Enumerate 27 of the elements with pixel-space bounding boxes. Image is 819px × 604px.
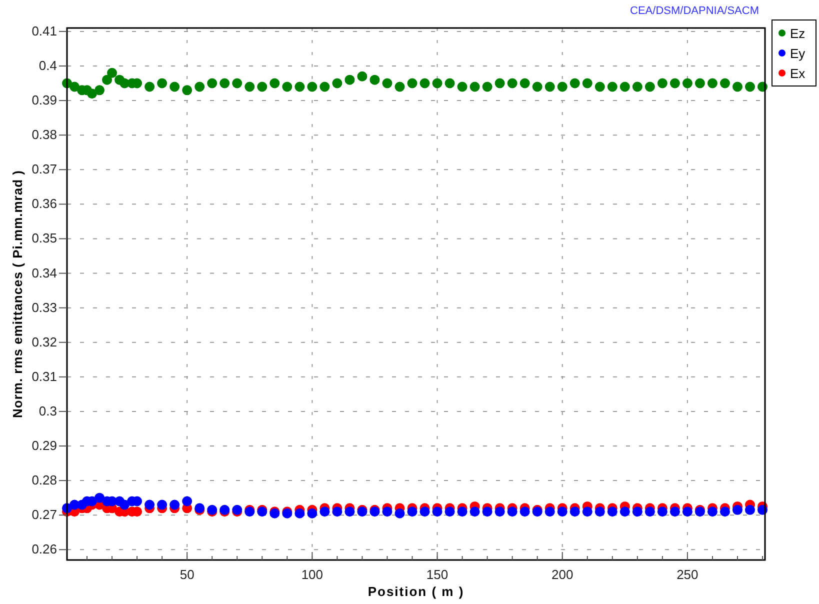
chart-title: CEA/DSM/DAPNIA/SACM [630,5,759,17]
x-tick-label: 100 [301,567,324,582]
y-tick-label: 0.4 [38,58,57,73]
y-tick-label: 0.39 [32,92,57,108]
y-tick-label: 0.26 [32,542,57,557]
y-tick-label: 0.33 [32,300,57,315]
x-tick-label: 50 [180,567,194,582]
x-tick-label: 200 [552,567,574,582]
y-tick-label: 0.3 [38,403,57,418]
legend-label: Ey [790,46,806,61]
legend-label: Ez [790,26,806,41]
y-tick-label: 0.38 [32,127,57,142]
x-tick-label: 150 [426,567,448,582]
x-tick-label: 250 [676,567,698,582]
legend-label: Ex [790,66,806,81]
y-tick-label: 0.34 [32,265,57,280]
y-tick-label: 0.31 [32,368,57,384]
y-tick-label: 0.28 [32,472,57,488]
y-tick-label: 0.35 [32,230,57,246]
y-tick-label: 0.27 [32,507,57,522]
y-tick-label: 0.29 [32,438,57,453]
y-tick-label: 0.41 [32,23,57,38]
x-axis-title: Position ( m ) [368,584,464,599]
y-axis-title: Norm. rms emittances ( Pi.mm.mrad ) [10,170,25,418]
y-tick-label: 0.36 [32,196,57,212]
y-tick-label: 0.37 [32,162,57,177]
y-tick-label: 0.32 [32,334,57,350]
